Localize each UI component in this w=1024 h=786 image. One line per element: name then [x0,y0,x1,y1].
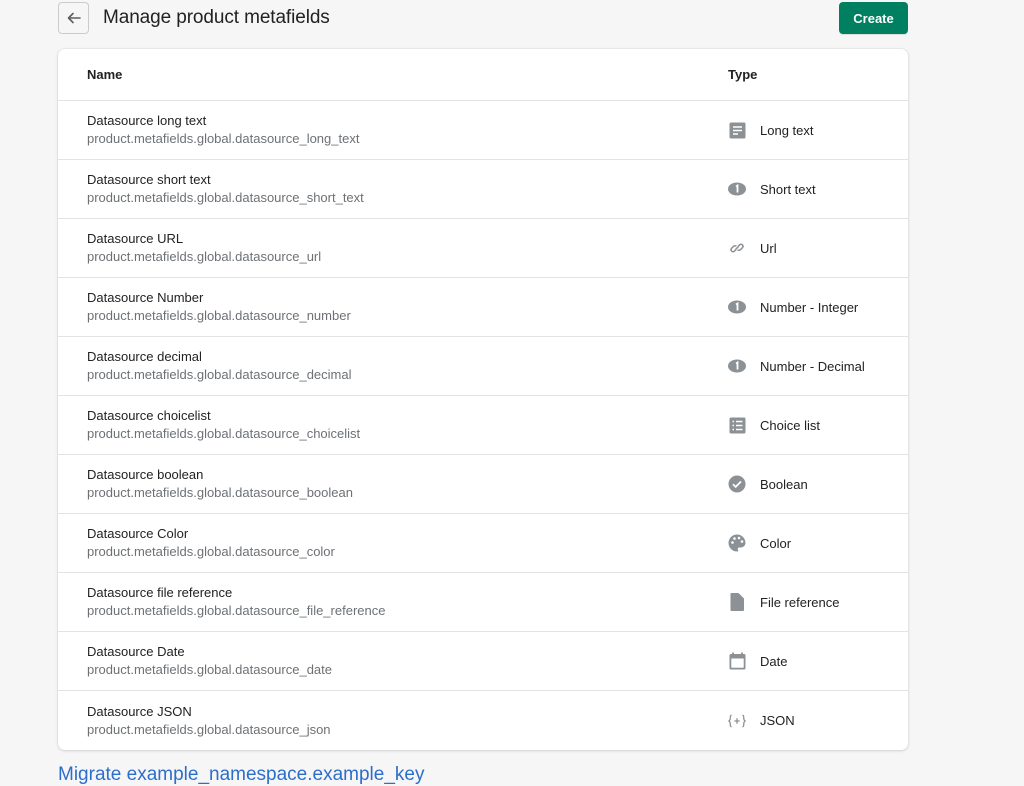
create-button[interactable]: Create [839,2,908,34]
metafield-name[interactable]: Datasource choicelist [87,408,211,423]
number-icon [728,298,746,316]
type-cell: Number - Decimal [728,357,865,375]
arrow-left-icon [67,12,81,24]
name-cell: Datasource long text product.metafields.… [58,112,728,148]
metafield-name[interactable]: Datasource file reference [87,585,233,600]
type-label: Boolean [760,476,808,492]
link-icon [728,239,746,257]
metafield-name[interactable]: Datasource long text [87,113,207,128]
metafield-key: product.metafields.global.datasource_num… [87,308,351,323]
metafield-key: product.metafields.global.datasource_boo… [87,485,353,500]
table-header: Name Type [58,49,908,101]
type-cell: Url [728,239,777,257]
type-cell: Color [728,534,791,552]
type-cell: Choice list [728,416,820,434]
type-cell: Boolean [728,475,808,493]
type-label: Long text [760,122,814,138]
short-text-icon [728,180,746,198]
column-name: Name [87,67,123,82]
name-cell: Datasource short text product.metafields… [58,171,728,207]
json-icon [728,712,746,730]
table-row[interactable]: Datasource Date product.metafields.globa… [58,632,908,691]
long-text-icon [728,121,746,139]
migrate-link[interactable]: Migrate example_namespace.example_key [58,764,425,785]
type-cell: File reference [728,593,839,611]
metafield-name[interactable]: Datasource Number [87,290,204,305]
table-row[interactable]: Datasource short text product.metafields… [58,160,908,219]
metafield-name[interactable]: Datasource Color [87,526,189,541]
type-cell: Date [728,652,787,670]
metafield-name[interactable]: Datasource short text [87,172,211,187]
name-cell: Datasource file reference product.metafi… [58,584,728,620]
table-row[interactable]: Datasource choicelist product.metafields… [58,396,908,455]
type-label: Number - Integer [760,299,859,315]
table-row[interactable]: Datasource JSON product.metafields.globa… [58,691,908,750]
type-label: Date [760,653,788,669]
metafield-key: product.metafields.global.datasource_url [87,249,322,264]
name-cell: Datasource decimal product.metafields.gl… [58,348,728,384]
type-label: File reference [760,594,840,610]
palette-icon [728,534,746,552]
type-label: Url [760,240,777,256]
table-row[interactable]: Datasource file reference product.metafi… [58,573,908,632]
type-label: Short text [760,181,816,197]
name-cell: Datasource choicelist product.metafields… [58,407,728,443]
metafield-name[interactable]: Datasource decimal [87,349,202,364]
back-button[interactable] [58,2,89,34]
name-cell: Datasource Date product.metafields.globa… [58,643,728,679]
type-cell: Long text [728,121,814,139]
name-cell: Datasource boolean product.metafields.gl… [58,466,728,502]
name-cell: Datasource Number product.metafields.glo… [58,289,728,325]
name-cell: Datasource URL product.metafields.global… [58,230,728,266]
calendar-icon [728,652,746,670]
table-row[interactable]: Datasource decimal product.metafields.gl… [58,337,908,396]
metafield-name[interactable]: Datasource Date [87,644,185,659]
metafield-key: product.metafields.global.datasource_sho… [87,190,364,205]
table-row[interactable]: Datasource long text product.metafields.… [58,101,908,160]
type-cell: JSON [728,712,795,730]
page-title: Manage product metafields [103,7,330,28]
type-label: Number - Decimal [760,358,865,374]
type-cell: Number - Integer [728,298,858,316]
metafield-key: product.metafields.global.datasource_col… [87,544,335,559]
type-label: Color [760,535,792,551]
type-label: Choice list [760,417,820,433]
metafield-name[interactable]: Datasource URL [87,231,184,246]
type-cell: Short text [728,180,816,198]
name-cell: Datasource Color product.metafields.glob… [58,525,728,561]
metafield-key: product.metafields.global.datasource_dec… [87,367,352,382]
table-row[interactable]: Datasource URL product.metafields.global… [58,219,908,278]
name-cell: Datasource JSON product.metafields.globa… [58,703,728,739]
metafield-key: product.metafields.global.datasource_cho… [87,426,361,441]
list-icon [728,416,746,434]
metafield-key: product.metafields.global.datasource_lon… [87,131,360,146]
table-row[interactable]: Datasource boolean product.metafields.gl… [58,455,908,514]
metafield-name[interactable]: Datasource boolean [87,467,204,482]
table-row[interactable]: Datasource Number product.metafields.glo… [58,278,908,337]
metafields-table: Name Type Datasource long text product.m… [58,49,908,750]
metafield-key: product.metafields.global.datasource_dat… [87,662,332,677]
number-icon [728,357,746,375]
column-type: Type [728,67,758,82]
file-icon [728,593,746,611]
metafield-key: product.metafields.global.datasource_jso… [87,721,331,737]
type-label: JSON [760,713,795,728]
metafield-name[interactable]: Datasource JSON [87,703,192,719]
metafield-key: product.metafields.global.datasource_fil… [87,603,386,618]
table-row[interactable]: Datasource Color product.metafields.glob… [58,514,908,573]
checkmark-icon [728,475,746,493]
